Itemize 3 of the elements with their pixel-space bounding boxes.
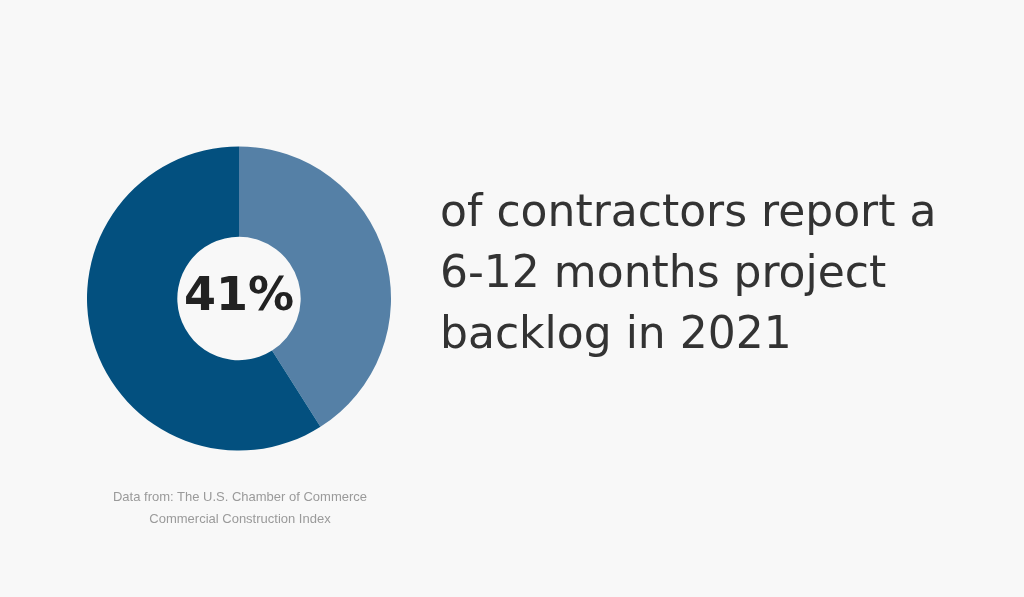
text: Data from: The U.S. Chamber of Commerce Commercial Construction Index bbox=[111, 488, 369, 528]
text: of contractors report a 6-12 months project backlog in 2021 bbox=[440, 184, 938, 360]
data-label: 41% bbox=[183, 267, 295, 322]
